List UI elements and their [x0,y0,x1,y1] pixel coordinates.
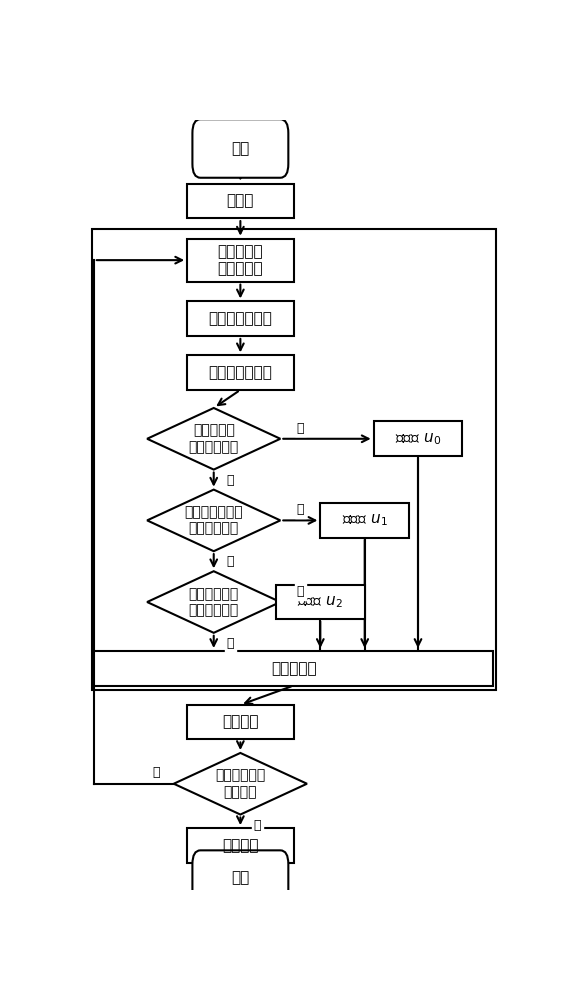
Text: 是: 是 [227,637,234,650]
Bar [187,184,294,218]
Bar [187,705,294,739]
Text: 控制律 $u_2$: 控制律 $u_2$ [297,594,343,610]
Bar [187,301,294,336]
Text: 关节间耦合项
是否得到补偿: 关节间耦合项 是否得到补偿 [189,587,239,617]
Text: 否: 否 [297,585,304,598]
Text: 控制律 $u_1$: 控制律 $u_1$ [342,513,388,528]
Bar [320,503,409,538]
Text: 开始: 开始 [231,141,249,156]
Text: 摩擦力建模误差
是否得到补偿: 摩擦力建模误差 是否得到补偿 [185,505,243,536]
Polygon shape [147,408,280,470]
Text: 是: 是 [227,474,234,487]
Bar [92,229,496,690]
Bar [187,239,294,282]
Text: 是: 是 [227,555,234,568]
Text: 是: 是 [253,819,261,832]
Text: 建立非线性
速度观测器: 建立非线性 速度观测器 [218,244,263,276]
Polygon shape [147,490,280,551]
Text: 否: 否 [297,503,304,516]
Text: 建立动力学模型: 建立动力学模型 [209,365,272,380]
Text: 存储数据: 存储数据 [222,715,258,730]
Text: 输出结果: 输出结果 [222,838,258,853]
Text: 分散控制器: 分散控制器 [271,661,316,676]
Bar [187,355,294,390]
FancyBboxPatch shape [193,119,288,178]
Text: 初始化: 初始化 [227,193,254,208]
Polygon shape [147,571,280,633]
Bar [94,651,493,686]
Text: 否: 否 [152,766,160,779]
Text: 控制律 $u_0$: 控制律 $u_0$ [395,431,441,447]
Text: 是否达到最大
运行时间: 是否达到最大 运行时间 [215,769,265,799]
FancyBboxPatch shape [193,850,288,905]
Text: 模型确定项
是否得到补偿: 模型确定项 是否得到补偿 [189,424,239,454]
Bar [276,585,365,619]
Text: 否: 否 [297,422,304,434]
Bar [374,421,462,456]
Text: 结束: 结束 [231,870,249,885]
Bar [187,828,294,863]
Polygon shape [174,753,307,815]
Text: 建立力矩观测器: 建立力矩观测器 [209,311,272,326]
